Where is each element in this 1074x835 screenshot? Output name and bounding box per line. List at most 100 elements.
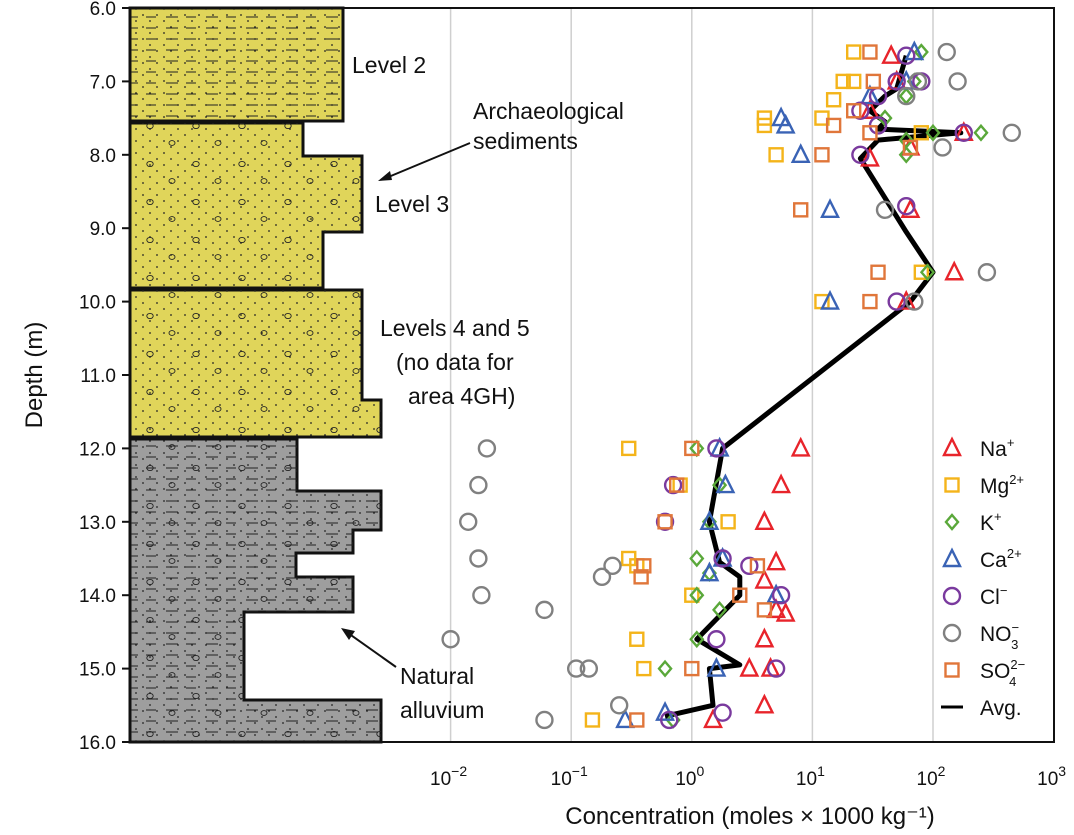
data-point [684, 587, 700, 603]
data-point [636, 558, 652, 574]
data-point [684, 660, 700, 677]
data-point [897, 196, 916, 216]
data-point [865, 73, 882, 90]
data-point [535, 710, 554, 730]
data-point [820, 289, 840, 310]
data-point [459, 512, 478, 531]
legend: Na+ Mg2+ K+ Ca2+ Cl− NO− 3 SO2− 4 Avg. [941, 435, 1025, 720]
archaeological-arrow [378, 142, 471, 181]
data-point [913, 264, 930, 280]
data-point [902, 139, 919, 156]
data-point [707, 439, 726, 458]
data-point [933, 138, 952, 157]
data-point [898, 145, 914, 164]
data-point [898, 87, 914, 105]
levels-4-5-label-line3: area 4GH) [408, 383, 515, 409]
data-point [584, 712, 601, 728]
data-point [944, 260, 965, 281]
data-point [699, 510, 720, 530]
series-na [703, 44, 974, 729]
data-point [859, 99, 880, 119]
x-tick-label: 10−2 [430, 763, 467, 790]
data-point [954, 123, 973, 142]
data-point [715, 473, 736, 494]
series-mg [584, 44, 930, 728]
data-point [469, 549, 488, 568]
data-point [1002, 123, 1021, 142]
data-point [766, 659, 786, 678]
data-point [845, 73, 862, 90]
data-point [621, 440, 637, 457]
legend-label: Na+ [980, 435, 1014, 461]
data-point [689, 549, 705, 568]
y-tick-label: 10.0 [79, 293, 116, 314]
archaeological-label-line2: sediments [473, 128, 578, 154]
legend-label: Ca2+ [980, 546, 1022, 572]
data-point [897, 46, 916, 65]
y-tick-label: 13.0 [79, 513, 116, 534]
natural-alluvium-arrow [341, 628, 397, 668]
data-point [579, 659, 599, 678]
data-point [660, 710, 679, 730]
data-point [937, 42, 956, 62]
data-point [669, 477, 685, 493]
natural-alluvium-label-line2: alluvium [400, 697, 484, 723]
data-point [768, 147, 784, 163]
y-tick-label: 14.0 [79, 586, 116, 607]
data-point [825, 92, 842, 108]
x-tick-label: 103 [1037, 763, 1066, 790]
data-point [766, 550, 787, 571]
data-point [793, 202, 809, 218]
data-point [629, 631, 645, 647]
data-point [754, 568, 775, 589]
data-point [592, 567, 612, 587]
x-tick-label: 101 [796, 763, 825, 790]
data-point [749, 558, 766, 574]
series-ca [615, 40, 925, 729]
data-point [820, 198, 840, 219]
data-point [684, 440, 700, 457]
y-axis-ticks: 6.0 7.0 8.0 9.0 10.0 11.0 12.0 13.0 14.0 15.0 16.0 [79, 0, 130, 754]
data-point [732, 587, 748, 603]
legend-label: Avg. [980, 697, 1022, 720]
level-3-layer [128, 121, 364, 290]
data-point [754, 510, 775, 530]
legend-swatch [944, 477, 960, 493]
archaeological-label-line1: Archaeological [473, 98, 624, 124]
data-point [814, 147, 830, 163]
data-point [477, 439, 497, 458]
data-point [756, 117, 773, 134]
data-point [771, 473, 792, 494]
data-point [845, 103, 862, 119]
data-point [851, 101, 870, 120]
data-point [689, 586, 705, 605]
data-point [689, 439, 705, 458]
data-markers [441, 40, 1021, 730]
legend-label: Mg2+ [980, 472, 1024, 498]
legend-label: K+ [980, 509, 1002, 535]
data-point [771, 586, 791, 605]
y-tick-label: 6.0 [90, 0, 116, 20]
x-tick-label: 102 [917, 763, 946, 790]
data-point [699, 561, 720, 582]
natural-alluvium-layer [128, 437, 383, 744]
series-so [629, 44, 919, 728]
legend-swatch [942, 586, 962, 606]
data-point [845, 44, 862, 60]
data-point [469, 475, 488, 495]
y-tick-label: 7.0 [90, 72, 116, 93]
data-point [887, 72, 906, 91]
data-point [657, 659, 673, 678]
annotations: Level 2 Archaeological sediments Level 3… [341, 52, 624, 723]
natural-alluvium-label-line1: Natural [400, 663, 474, 689]
data-point [790, 143, 811, 164]
data-point [790, 436, 811, 457]
series-no [441, 42, 1021, 730]
data-point [636, 660, 652, 677]
level-3-label: Level 3 [375, 191, 449, 217]
legend-swatch [942, 547, 962, 568]
legend-label: Cl− [980, 583, 1007, 609]
data-point [472, 586, 491, 605]
data-point [825, 117, 842, 134]
